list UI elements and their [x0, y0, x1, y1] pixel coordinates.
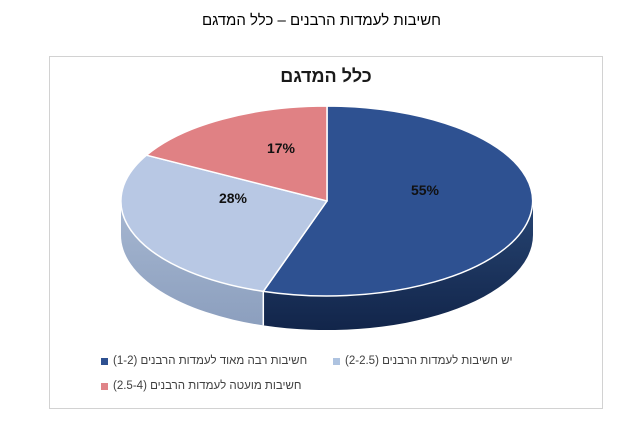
pie-chart-svg	[120, 105, 534, 331]
legend-item-low-importance[interactable]: חשיבות מועטה לעמדות הרבנים (2.5-4)	[101, 380, 301, 392]
legend-color-swatch-dark-blue	[101, 357, 108, 365]
legend-color-swatch-pink	[101, 382, 108, 390]
data-label-28: 28%	[218, 190, 248, 206]
legend-label: חשיבות רבה מאוד לעמדות הרבנים (1-2)	[113, 355, 308, 367]
legend-label: חשיבות מועטה לעמדות הרבנים (2.5-4)	[113, 380, 302, 392]
chart-title: כלל המדגם	[280, 66, 372, 86]
legend-item-very-important[interactable]: חשיבות רבה מאוד לעמדות הרבנים (1-2)	[101, 355, 307, 367]
pie-side-dark-slice	[263, 201, 533, 331]
legend-item-important[interactable]: יש חשיבות לעמדות הרבנים (2-2.5)	[333, 355, 512, 367]
data-label-55: 55%	[410, 182, 440, 198]
chart-container[interactable]: כלל המדגם 55% 28% 17% חשיבות רבה מאוד לע…	[49, 56, 603, 409]
legend-color-swatch-light-blue	[333, 357, 340, 365]
pie-slice-very-important[interactable]	[262, 105, 534, 297]
pie-slice-low-importance[interactable]	[145, 105, 328, 202]
legend-label: יש חשיבות לעמדות הרבנים (2-2.5)	[345, 355, 513, 367]
data-label-17: 17%	[266, 140, 296, 156]
page-title: חשיבות לעמדות הרבנים – כלל המדגם	[201, 12, 442, 29]
pie-slice-important[interactable]	[120, 154, 328, 293]
pie-side-light-slice	[120, 201, 264, 326]
